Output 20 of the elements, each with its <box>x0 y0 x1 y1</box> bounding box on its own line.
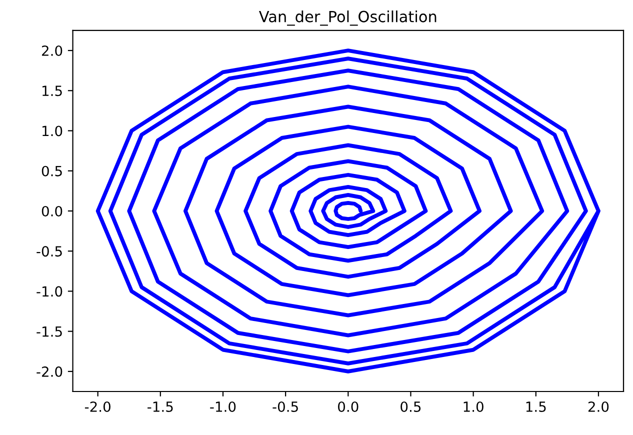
x-tick-label: 0.0 <box>338 401 358 412</box>
x-tick-label: -1.0 <box>210 401 236 412</box>
x-tick-label: 1.0 <box>464 401 484 412</box>
x-tick-label: 1.5 <box>526 402 546 412</box>
y-tick-label: -0.5 <box>36 246 62 257</box>
x-tick-label: -1.5 <box>148 402 173 412</box>
chart-title: Van_der_Pol_Oscillation <box>258 10 436 26</box>
x-tick-label: 2.0 <box>588 401 609 412</box>
y-tick-label: -1.5 <box>36 326 62 337</box>
x-tick-label: -0.5 <box>272 401 298 412</box>
y-tick-label: 1.0 <box>42 126 62 136</box>
x-tick-label: 0.5 <box>400 401 421 412</box>
line-series <box>96 48 600 374</box>
y-tick-label: 0.5 <box>42 166 62 176</box>
y-tick-label: 1.5 <box>42 86 62 96</box>
y-tick-label: 2.0 <box>42 45 62 56</box>
y-tick-label: -2.0 <box>36 366 62 377</box>
y-tick-label: 0.0 <box>42 206 62 216</box>
y-tick-label: -1.0 <box>36 286 62 297</box>
x-tick-label: -2.0 <box>84 401 110 412</box>
